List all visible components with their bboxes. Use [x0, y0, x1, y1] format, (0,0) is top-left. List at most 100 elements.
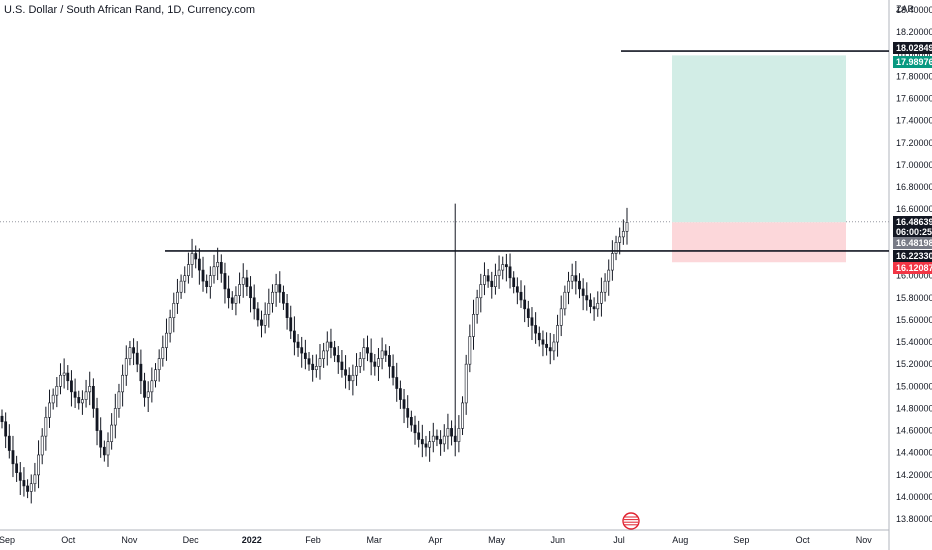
candle-body	[556, 325, 559, 343]
x-tick-label: Nov	[856, 535, 873, 545]
candle	[161, 335, 165, 367]
candle-body	[494, 275, 497, 287]
x-tick-label: Sep	[733, 535, 749, 545]
candle-body	[592, 306, 596, 310]
y-tick-label: 15.80000	[896, 293, 932, 303]
candle	[589, 293, 592, 314]
candle	[241, 263, 245, 298]
candle-body	[391, 366, 395, 378]
candle-body	[596, 302, 600, 310]
candle-body	[26, 485, 29, 492]
candle-body	[99, 430, 103, 448]
candle	[369, 338, 373, 376]
candle-body	[362, 347, 366, 359]
candle-body	[51, 394, 55, 404]
candle-body	[176, 291, 179, 304]
candle-body	[252, 297, 256, 310]
x-tick-label: 2022	[242, 535, 262, 545]
candle	[585, 282, 589, 311]
candle	[450, 420, 453, 446]
candle-body	[62, 372, 66, 376]
candle	[377, 348, 380, 382]
y-tick-label: 17.60000	[896, 94, 932, 104]
candle-body	[621, 231, 625, 238]
y-tick-label: 14.60000	[896, 426, 932, 436]
x-tick-label: May	[488, 535, 506, 545]
candle	[219, 254, 223, 283]
candle	[563, 285, 567, 316]
candle	[497, 255, 501, 289]
candle	[530, 307, 534, 341]
x-tick-label: Jul	[613, 535, 625, 545]
candle	[501, 256, 505, 280]
candle	[66, 365, 70, 391]
candle	[18, 462, 22, 496]
candle	[578, 273, 581, 299]
candle-body	[377, 358, 380, 367]
candle-body	[300, 347, 304, 354]
candle-body	[541, 339, 545, 345]
chart-title: U.S. Dollar / South African Rand, 1D, Cu…	[4, 4, 256, 16]
candle-body	[183, 275, 187, 282]
candle	[135, 341, 139, 373]
candle-body	[230, 297, 234, 304]
candle-body	[260, 319, 263, 326]
candle	[472, 299, 475, 350]
candle	[552, 334, 556, 361]
price-tag	[893, 237, 932, 249]
candle-body	[146, 391, 150, 398]
candle-body	[526, 308, 530, 318]
candle	[409, 410, 413, 432]
candle-body	[44, 417, 48, 437]
candle-body	[366, 347, 369, 354]
candle	[614, 235, 618, 261]
take-profit-zone[interactable]	[672, 55, 846, 223]
candle-body	[475, 297, 479, 315]
candle-body	[18, 472, 22, 481]
candle-body	[84, 391, 88, 400]
candle-body	[205, 280, 209, 287]
candle-body	[172, 302, 176, 318]
candle-body	[523, 299, 527, 310]
candle	[278, 271, 282, 303]
candle-body	[428, 441, 432, 448]
currency-label: ZAR	[896, 4, 915, 14]
stop-loss-zone[interactable]	[672, 222, 846, 263]
candle-body	[7, 435, 11, 451]
y-tick-label: 14.00000	[896, 492, 932, 502]
candle	[238, 272, 241, 304]
candle	[303, 339, 307, 370]
candle-body	[625, 222, 629, 232]
candle	[271, 284, 274, 313]
y-tick-label: 17.20000	[896, 138, 932, 148]
candle	[508, 253, 512, 289]
candle	[157, 349, 161, 382]
y-tick-label: 14.40000	[896, 448, 932, 458]
candle	[417, 420, 421, 448]
candle	[468, 324, 472, 373]
candle	[391, 354, 395, 386]
x-tick-label: Nov	[121, 535, 138, 545]
candle	[603, 273, 607, 302]
y-tick-label: 15.00000	[896, 381, 932, 391]
candle-body	[128, 347, 132, 359]
candle-body	[369, 352, 373, 363]
candle	[322, 342, 326, 368]
candle	[95, 397, 99, 446]
y-tick-label: 16.60000	[896, 204, 932, 214]
price-tag-label: 16.12087	[896, 263, 932, 273]
candle	[132, 338, 135, 366]
candle	[81, 390, 84, 415]
candle-body	[274, 284, 278, 293]
candle	[59, 363, 62, 395]
candle	[88, 371, 92, 406]
candle-body	[197, 258, 201, 271]
candle-body	[66, 372, 70, 382]
candle-body	[545, 343, 548, 348]
candle	[106, 432, 110, 467]
candle	[62, 358, 66, 389]
x-tick-label: Apr	[428, 535, 442, 545]
candle	[274, 273, 278, 307]
candle-body	[537, 332, 541, 341]
